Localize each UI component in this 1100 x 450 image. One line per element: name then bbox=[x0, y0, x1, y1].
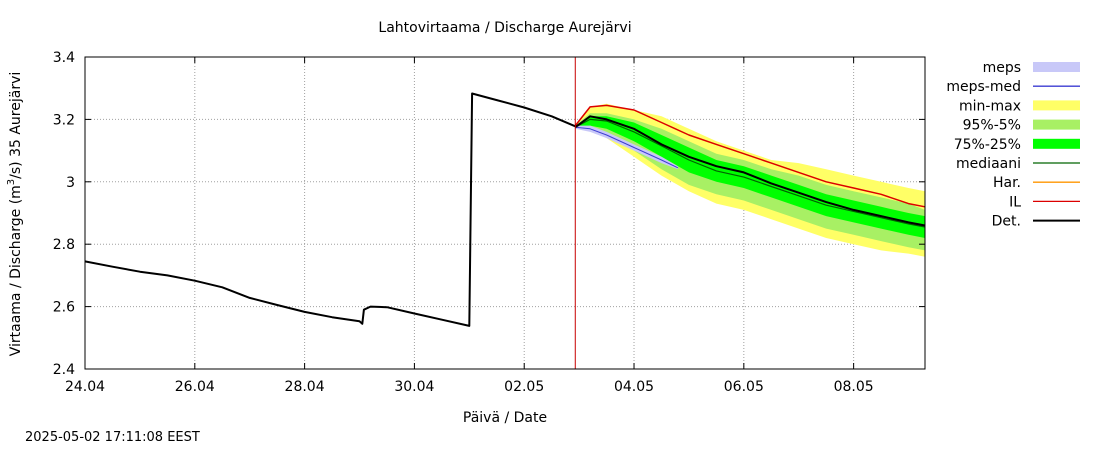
legend: meps meps-med min-max 95%-5% 75%-25% mediaani… bbox=[946, 60, 1080, 230]
chart-title: Lahtovirtaama / Discharge Aurejärvi bbox=[378, 20, 631, 36]
legend-label-p95_5: 95%-5% bbox=[963, 118, 1021, 134]
y-axis-label-superscript: 3 bbox=[6, 179, 17, 185]
axis-ticks: 24.04 26.04 28.04 30.04 02.05 04.05 06.05 08.05… bbox=[53, 50, 925, 395]
x-tick-label: 30.04 bbox=[394, 379, 434, 395]
legend-label-det: Det. bbox=[992, 214, 1021, 230]
x-tick-label: 26.04 bbox=[175, 379, 215, 395]
x-tick-label: 04.05 bbox=[614, 379, 654, 395]
forecast-det-line bbox=[574, 115, 926, 227]
legend-label-il: IL bbox=[1009, 194, 1021, 210]
x-tick-label: 08.05 bbox=[834, 379, 874, 395]
x-axis-label: Päivä / Date bbox=[463, 410, 547, 426]
x-tick-label: 02.05 bbox=[504, 379, 544, 395]
y-tick-label: 3.4 bbox=[53, 50, 75, 66]
meps-band bbox=[575, 125, 678, 170]
legend-swatch-meps bbox=[1033, 62, 1080, 72]
legend-swatch-p95_5 bbox=[1033, 119, 1080, 130]
y-tick-label: 2.8 bbox=[53, 237, 75, 253]
x-tick-label: 06.05 bbox=[724, 379, 764, 395]
y-tick-label: 3 bbox=[66, 175, 75, 191]
y-axis-label: Virtaama / Discharge (m3/s) 35 Aurejärvi bbox=[6, 72, 24, 357]
y-tick-label: 2.4 bbox=[53, 362, 75, 378]
legend-swatch-minmax bbox=[1033, 100, 1080, 111]
legend-label-har: Har. bbox=[993, 175, 1021, 191]
x-tick-label: 24.04 bbox=[65, 379, 105, 395]
legend-label-mediaani: mediaani bbox=[956, 156, 1021, 172]
meps-med-line bbox=[575, 126, 679, 169]
timestamp-footer: 2025-05-02 17:11:08 EEST bbox=[25, 430, 200, 445]
mediaani-line bbox=[575, 118, 926, 228]
observed-det-line bbox=[84, 92, 576, 327]
plot-frame bbox=[84, 56, 926, 370]
legend-label-meps: meps bbox=[983, 60, 1021, 76]
y-tick-label: 3.2 bbox=[53, 112, 75, 128]
legend-label-meps_med: meps-med bbox=[946, 79, 1021, 95]
legend-swatch-p75_25 bbox=[1033, 138, 1080, 149]
p75-25-band bbox=[575, 116, 925, 238]
series-lines bbox=[84, 57, 926, 369]
legend-label-minmax: min-max bbox=[959, 98, 1021, 114]
legend-label-p75_25: 75%-25% bbox=[954, 137, 1021, 153]
x-tick-label: 28.04 bbox=[285, 379, 325, 395]
il-line bbox=[574, 104, 926, 208]
y-axis-label-main: Virtaama / Discharge (m bbox=[8, 185, 24, 356]
y-axis-label-tail: /s) 35 Aurejärvi bbox=[8, 72, 24, 179]
y-tick-label: 2.6 bbox=[53, 300, 75, 316]
